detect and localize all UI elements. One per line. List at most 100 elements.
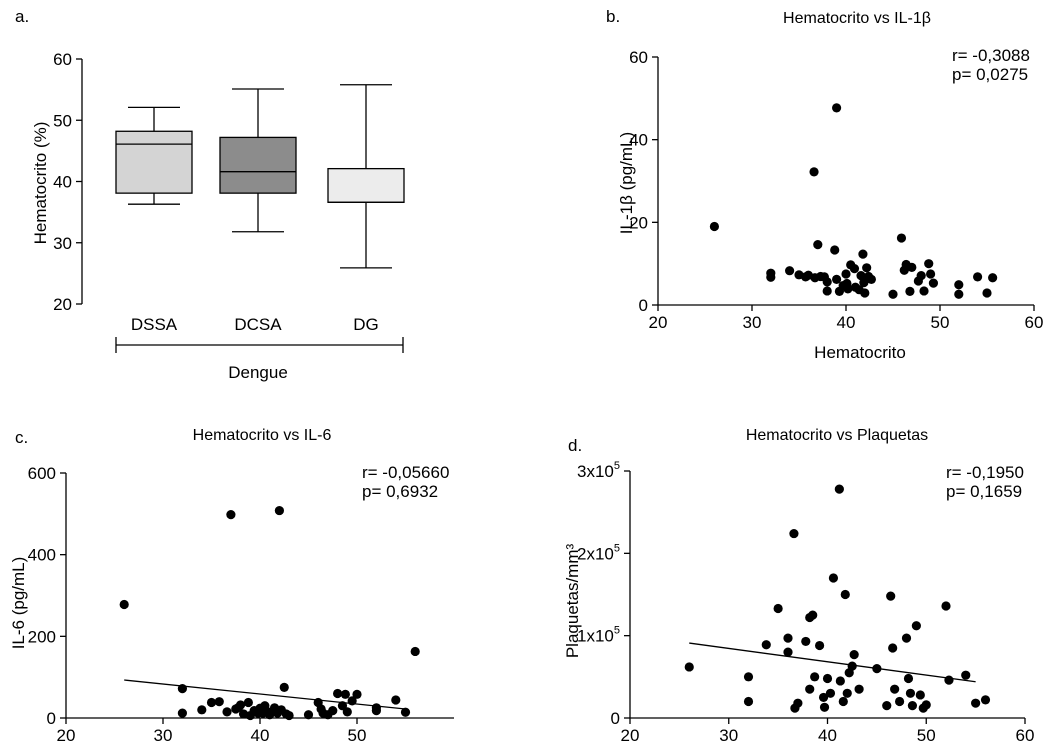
data-point: [954, 280, 964, 290]
data-point: [828, 573, 839, 583]
panel-c-stat-p: p= 0,6932: [362, 482, 438, 501]
data-point: [911, 621, 921, 631]
data-point: [888, 643, 898, 653]
panel-d-axes: 0 1x105 2x105 3x105 20 30 40 50 60: [577, 460, 1034, 745]
data-point: [177, 708, 187, 718]
data-point: [822, 286, 832, 296]
panel-c-xtick-label: 50: [348, 726, 367, 745]
panel-d-scatter: d. Hematocrito vs Plaquetas Plaquetas/mm…: [563, 427, 1034, 745]
data-point: [206, 697, 217, 708]
box-iqr: [115, 130, 193, 194]
regression-line: [689, 642, 976, 683]
data-point: [982, 288, 992, 298]
panel-c-ylabel: IL-6 (pg/mL): [9, 557, 28, 650]
panel-d-xtick-label: 20: [621, 726, 640, 745]
data-point: [177, 684, 187, 694]
data-point: [236, 700, 246, 710]
data-point: [856, 271, 866, 281]
panel-d-xtick-label: 60: [1016, 726, 1035, 745]
panel-d-title: Hematocrito vs Plaquetas: [746, 427, 928, 444]
data-point: [684, 662, 694, 672]
data-point: [809, 167, 819, 177]
data-point: [838, 696, 848, 707]
data-point: [903, 673, 914, 684]
data-point: [843, 284, 853, 294]
data-point: [866, 274, 876, 284]
data-point: [197, 705, 207, 715]
panel-c-axes: 0 200 400 600 20 30 40 50: [28, 464, 454, 745]
panel-b-stat-r: r= -0,3088: [952, 46, 1030, 65]
data-point: [789, 528, 799, 539]
data-point: [328, 706, 338, 716]
data-point: [894, 696, 905, 707]
data-point: [841, 269, 851, 279]
panel-d-points: [684, 484, 991, 713]
box-iqr: [219, 136, 297, 194]
data-point: [391, 695, 401, 705]
data-point: [761, 640, 771, 650]
data-point: [849, 264, 860, 274]
data-point: [340, 689, 350, 699]
data-point: [896, 233, 907, 243]
data-point: [961, 670, 971, 680]
panel-d-stat-p: p= 0,1659: [946, 482, 1022, 501]
panel-a-ytick-label: 30: [53, 234, 72, 253]
panel-c-ytick-label: 400: [28, 546, 56, 565]
panel-a-ytick-label: 60: [53, 50, 72, 69]
data-point: [928, 278, 939, 288]
panel-d-ylabel: Plaquetas/mm³: [563, 544, 582, 659]
box-dcsa: [219, 88, 297, 233]
panel-d-xtick-label: 40: [818, 726, 837, 745]
panel-d-ytick-label: 1x105: [577, 625, 620, 646]
data-point: [785, 266, 795, 276]
data-point: [371, 706, 381, 716]
panel-c-stat-r: r= -0,05660: [362, 463, 449, 482]
panel-b-xtick-label: 30: [743, 313, 762, 332]
box-dg: [327, 84, 405, 269]
panel-c-xtick-label: 40: [251, 726, 270, 745]
data-point: [832, 103, 842, 113]
panel-b-xtick-label: 20: [649, 313, 668, 332]
panel-d-xtick-label: 30: [719, 726, 738, 745]
data-point: [226, 510, 236, 520]
data-point: [905, 286, 915, 296]
panel-d-letter: d.: [568, 436, 582, 455]
data-point: [926, 269, 936, 279]
panel-c-points: [119, 505, 420, 721]
panel-c-ytick-label: 200: [28, 627, 56, 646]
data-point: [944, 675, 954, 685]
data-point: [988, 273, 998, 283]
data-point: [805, 684, 815, 694]
data-point: [773, 603, 783, 614]
data-point: [119, 599, 129, 610]
panel-c-xtick-label: 30: [154, 726, 173, 745]
panel-a-ytick-label: 40: [53, 173, 72, 192]
panel-a-boxplot: a. Hematocrito (%) Dengue 20 30 40 50 60 DSS…: [15, 7, 405, 382]
data-point: [872, 664, 882, 674]
panel-d-xtick-label: 50: [917, 726, 936, 745]
data-point: [810, 672, 820, 682]
data-point: [924, 259, 934, 269]
data-point: [822, 673, 833, 684]
category-label: DSSA: [131, 315, 178, 334]
data-point: [832, 274, 842, 284]
panel-b-ytick-label: 20: [629, 213, 648, 232]
data-point: [265, 710, 275, 720]
data-point: [901, 633, 912, 643]
panel-b-ytick-label: 0: [639, 296, 648, 315]
data-point: [400, 707, 411, 717]
panel-d-stat-r: r= -0,1950: [946, 463, 1024, 482]
data-point: [941, 601, 951, 611]
regression-line: [124, 679, 406, 710]
data-point: [214, 697, 224, 707]
box-dssa: [115, 106, 193, 205]
data-point: [886, 591, 896, 601]
data-point: [274, 505, 284, 516]
data-point: [813, 240, 823, 250]
data-point: [709, 221, 720, 232]
data-point: [766, 272, 776, 282]
data-point: [973, 272, 983, 282]
data-point: [783, 647, 793, 657]
